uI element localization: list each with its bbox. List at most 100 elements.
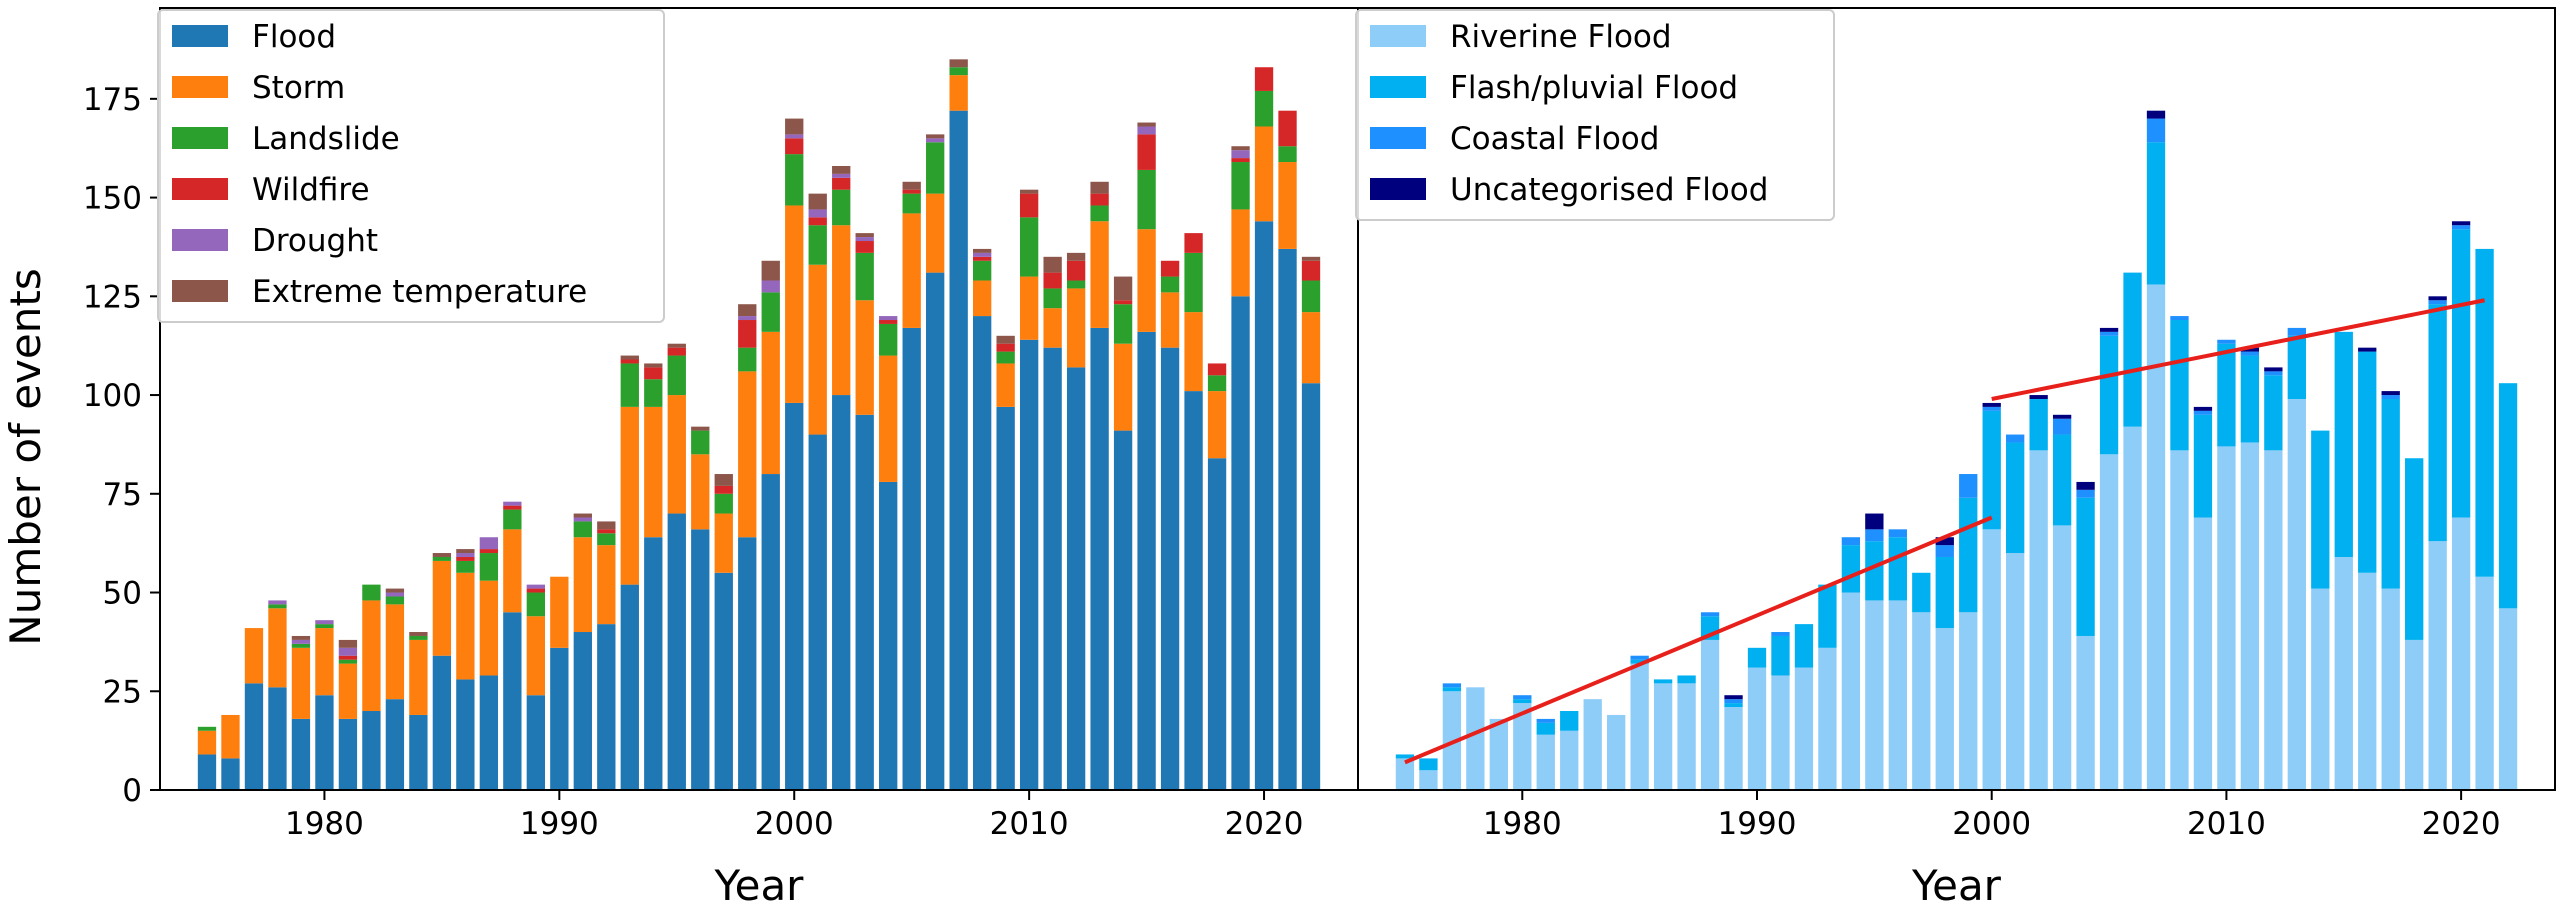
left-bar-storm-1999 bbox=[761, 331, 780, 475]
left-bar-wildfire-2012 bbox=[1066, 260, 1086, 281]
right-bar-riverine-flood-1982 bbox=[1560, 730, 1579, 790]
left-bar-flood-1986 bbox=[456, 679, 475, 790]
right-bar-coastal-flood-1998 bbox=[1935, 545, 1954, 557]
left-bar-drought-1980 bbox=[315, 620, 334, 625]
right-x-tick-label-2010: 2010 bbox=[2187, 806, 2266, 842]
right-bar-flash-pluvial-flood-1995 bbox=[1865, 541, 1884, 601]
right-bar-flash-pluvial-flood-1977 bbox=[1442, 687, 1462, 692]
right-bar-flash-pluvial-flood-2001 bbox=[2006, 442, 2025, 554]
right-bar-uncategorised-flood-2000 bbox=[1982, 402, 2001, 407]
left-bar-storm-1995 bbox=[667, 395, 686, 514]
right-bar-riverine-flood-1997 bbox=[1912, 612, 1931, 790]
left-bar-landslide-1985 bbox=[432, 556, 452, 561]
right-bar-riverine-flood-2001 bbox=[2006, 553, 2025, 790]
left-x-axis-title: Year bbox=[714, 861, 805, 910]
right-bar-riverine-flood-1986 bbox=[1653, 683, 1673, 790]
right-bar-uncategorised-flood-2011 bbox=[2240, 347, 2260, 352]
right-bar-riverine-flood-2005 bbox=[2099, 454, 2119, 790]
right-bar-flash-pluvial-flood-2014 bbox=[2311, 430, 2330, 589]
right-bar-coastal-flood-1996 bbox=[1888, 529, 1907, 538]
left-bar-storm-1980 bbox=[315, 628, 334, 696]
left-bar-storm-2003 bbox=[855, 300, 874, 415]
left-bar-extreme-temperature-1998 bbox=[738, 304, 757, 317]
left-bar-extreme-temperature-1996 bbox=[691, 426, 710, 431]
right-legend-label-uncategorised-flood: Uncategorised Flood bbox=[1450, 172, 1768, 208]
right-bar-coastal-flood-1994 bbox=[1841, 537, 1861, 546]
right-bar-riverine-flood-1978 bbox=[1466, 687, 1485, 790]
left-bar-extreme-temperature-1986 bbox=[456, 549, 475, 554]
left-y-tick-label-100: 100 bbox=[83, 378, 142, 414]
left-bar-storm-1982 bbox=[362, 600, 381, 712]
left-bar-landslide-2006 bbox=[926, 142, 945, 194]
right-bar-riverine-flood-2015 bbox=[2334, 556, 2353, 790]
left-bar-extreme-temperature-1984 bbox=[409, 632, 428, 636]
left-bar-flood-1990 bbox=[550, 647, 569, 790]
left-bar-drought-2003 bbox=[855, 237, 874, 242]
left-bar-landslide-2020 bbox=[1254, 90, 1274, 127]
right-bar-coastal-flood-2013 bbox=[2287, 327, 2306, 336]
left-bar-drought-2001 bbox=[808, 209, 827, 218]
left-bar-wildfire-1988 bbox=[503, 505, 522, 510]
right-bar-riverine-flood-1993 bbox=[1818, 647, 1837, 790]
right-bars bbox=[1395, 110, 2518, 790]
left-bar-storm-2007 bbox=[949, 75, 968, 111]
left-y-tick-label-0: 0 bbox=[122, 773, 142, 809]
left-bar-flood-2002 bbox=[832, 395, 851, 790]
left-bar-extreme-temperature-2015 bbox=[1137, 122, 1156, 127]
left-bar-extreme-temperature-2000 bbox=[785, 118, 804, 135]
right-bar-flash-pluvial-flood-2015 bbox=[2334, 331, 2353, 557]
left-bar-storm-2012 bbox=[1066, 288, 1086, 368]
left-bar-extreme-temperature-1979 bbox=[291, 635, 311, 640]
left-bar-wildfire-2002 bbox=[832, 177, 851, 190]
left-bar-storm-1993 bbox=[620, 406, 639, 585]
right-bar-coastal-flood-2007 bbox=[2146, 118, 2166, 143]
left-legend-swatch-extreme-temperature bbox=[172, 280, 228, 302]
left-y-tick-label-75: 75 bbox=[103, 477, 142, 513]
left-bar-landslide-2001 bbox=[808, 225, 827, 265]
left-bar-landslide-1984 bbox=[409, 635, 428, 640]
left-legend-swatch-drought bbox=[172, 229, 228, 251]
left-bar-drought-1983 bbox=[385, 592, 405, 597]
right-bar-riverine-flood-2006 bbox=[2123, 426, 2142, 790]
left-bar-wildfire-2014 bbox=[1113, 300, 1133, 305]
left-legend-label-storm: Storm bbox=[252, 70, 345, 106]
left-bar-storm-1994 bbox=[644, 406, 663, 538]
left-bar-flood-2009 bbox=[996, 406, 1015, 790]
right-panel-flood-types: 1980 1990 2000 2010 2020 Year Riverine Flood Fl… bbox=[1355, 7, 2556, 910]
right-axes-frame bbox=[1357, 7, 2556, 791]
left-bar-landslide-1980 bbox=[315, 624, 334, 629]
left-bars bbox=[197, 59, 1321, 791]
right-bar-flash-pluvial-flood-2002 bbox=[2029, 399, 2048, 451]
right-bar-uncategorised-flood-1995 bbox=[1865, 513, 1884, 530]
left-bar-landslide-1999 bbox=[761, 292, 780, 332]
left-bar-drought-2006 bbox=[926, 138, 945, 143]
right-bar-flash-pluvial-flood-2009 bbox=[2193, 414, 2213, 518]
right-bar-flash-pluvial-flood-2021 bbox=[2475, 248, 2494, 577]
left-bar-wildfire-2003 bbox=[855, 241, 874, 253]
left-bar-landslide-1987 bbox=[479, 553, 499, 581]
left-x-tick-label-2000: 2000 bbox=[755, 806, 834, 842]
left-bar-flood-2014 bbox=[1113, 430, 1133, 790]
left-y-tick-label-150: 150 bbox=[83, 181, 142, 217]
right-bar-flash-pluvial-flood-1987 bbox=[1677, 675, 1696, 684]
left-bar-storm-2022 bbox=[1301, 312, 1321, 384]
right-x-tick-label-2020: 2020 bbox=[2422, 806, 2501, 842]
left-bar-storm-1975 bbox=[197, 730, 217, 755]
right-bar-flash-pluvial-flood-2017 bbox=[2381, 399, 2400, 589]
right-bar-riverine-flood-2010 bbox=[2217, 446, 2236, 790]
right-bar-flash-pluvial-flood-2010 bbox=[2217, 343, 2236, 447]
left-bar-landslide-1993 bbox=[620, 363, 639, 407]
left-y-tick-label-175: 175 bbox=[83, 82, 142, 118]
right-legend-swatch-riverine-flood bbox=[1370, 25, 1426, 47]
right-bar-flash-pluvial-flood-2007 bbox=[2146, 142, 2166, 285]
left-bar-wildfire-1993 bbox=[620, 359, 639, 364]
left-legend-swatch-flood bbox=[172, 25, 228, 47]
left-bar-storm-1979 bbox=[291, 647, 311, 719]
right-bar-uncategorised-flood-2003 bbox=[2052, 414, 2072, 419]
left-legend-swatch-landslide bbox=[172, 127, 228, 149]
left-legend-label-wildfire: Wildfire bbox=[252, 172, 370, 208]
left-bar-flood-1989 bbox=[526, 695, 545, 790]
left-bar-extreme-temperature-1991 bbox=[573, 513, 592, 518]
left-bar-extreme-temperature-1993 bbox=[620, 355, 639, 360]
